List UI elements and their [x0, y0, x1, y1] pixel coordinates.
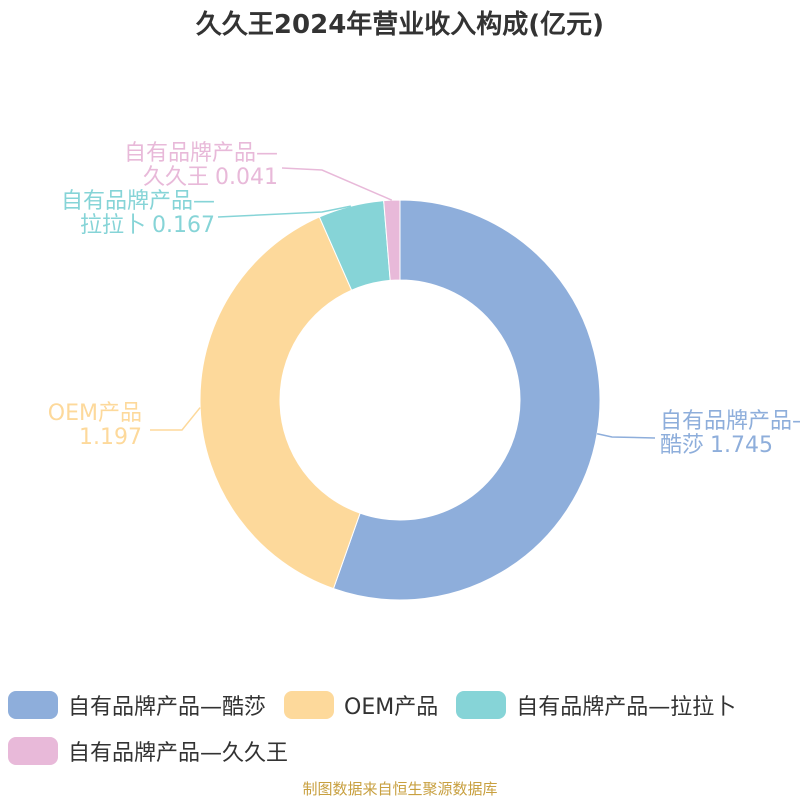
legend-label: 自有品牌产品—酷莎: [68, 695, 267, 720]
donut-slice: [332, 199, 601, 601]
slice-label: OEM产品1.197: [32, 402, 142, 450]
legend: 自有品牌产品—酷莎 OEM产品 自有品牌产品—拉拉卜自有品牌产品—久久王: [8, 690, 798, 766]
slice-name: 自有品牌产品—久久王: [123, 141, 278, 190]
slice-name: 自有品牌产品—拉拉卜: [60, 189, 215, 238]
legend-label: OEM产品: [344, 695, 439, 720]
legend-label: 自有品牌产品—拉拉卜: [516, 695, 737, 720]
slice-value: 0.041: [215, 165, 278, 190]
leader-line: [150, 407, 201, 431]
slice-label: 自有品牌产品—久久王 0.041: [108, 142, 278, 190]
chart-title: 久久王2024年营业收入构成(亿元): [195, 10, 605, 40]
slice-label: 自有品牌产品—酷莎 1.745: [660, 410, 800, 458]
slice-value: 1.745: [710, 433, 773, 458]
legend-item[interactable]: 自有品牌产品—拉拉卜: [456, 690, 736, 720]
leader-line: [217, 205, 351, 218]
slice-name: 自有品牌产品—酷莎: [660, 409, 800, 458]
legend-swatch: [8, 737, 58, 765]
leader-line: [596, 433, 656, 439]
legend-swatch: [284, 691, 335, 719]
donut-slice: [199, 216, 361, 590]
donut-slice: [383, 199, 401, 281]
slice-label: 自有品牌产品—拉拉卜 0.167: [45, 190, 215, 238]
leader-line: [281, 167, 393, 201]
legend-item[interactable]: OEM产品: [284, 690, 438, 720]
legend-label: 自有品牌产品—久久王: [68, 741, 289, 766]
legend-item[interactable]: 自有品牌产品—久久王: [8, 736, 288, 766]
slice-value: 1.197: [79, 425, 142, 450]
slice-name: OEM产品: [47, 401, 142, 426]
slice-value: 0.167: [152, 213, 215, 238]
legend-swatch: [456, 691, 507, 719]
legend-swatch: [8, 691, 58, 719]
source-note: 制图数据来自恒生聚源数据库: [302, 780, 498, 798]
legend-item[interactable]: 自有品牌产品—酷莎: [8, 690, 266, 720]
